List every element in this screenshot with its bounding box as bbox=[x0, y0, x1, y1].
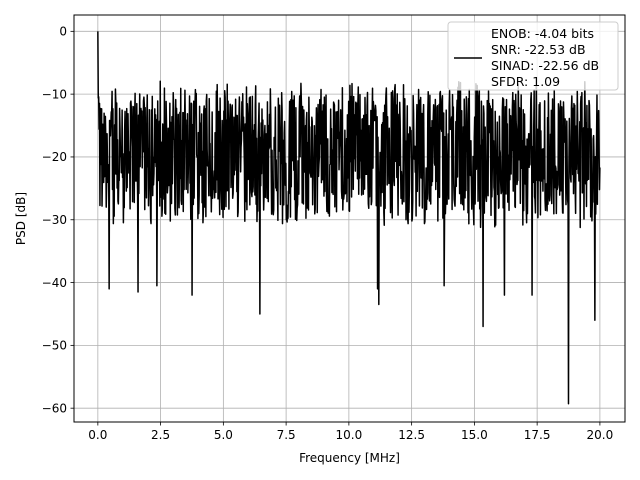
x-tick-label: 17.5 bbox=[524, 428, 551, 442]
legend: ENOB: -4.04 bits SNR: -22.53 dB SINAD: -… bbox=[447, 21, 619, 91]
axes-frame bbox=[73, 14, 626, 423]
x-axis-ticks: 0.0 2.5 5.0 7.5 10.0 12.5 15.0 17.5 20.0 bbox=[88, 422, 613, 442]
y-tick-label: −60 bbox=[42, 401, 67, 415]
y-tick-label: −20 bbox=[42, 150, 67, 164]
x-tick-label: 0.0 bbox=[88, 428, 107, 442]
legend-box bbox=[447, 21, 619, 91]
y-tick-label: −50 bbox=[42, 339, 67, 353]
x-tick-label: 12.5 bbox=[398, 428, 425, 442]
x-tick-label: 7.5 bbox=[277, 428, 296, 442]
x-tick-label: 5.0 bbox=[214, 428, 233, 442]
legend-entry-enob: ENOB: -4.04 bits bbox=[491, 26, 594, 41]
psd-series-line bbox=[97, 31, 601, 405]
legend-entry-sinad: SINAD: -22.56 dB bbox=[491, 58, 599, 73]
y-tick-label: −40 bbox=[42, 276, 67, 290]
x-tick-label: 10.0 bbox=[336, 428, 363, 442]
y-tick-label: 0 bbox=[59, 25, 67, 39]
y-axis-ticks: 0 −10 −20 −30 −40 −50 −60 bbox=[42, 25, 74, 415]
x-axis-label: Frequency [MHz] bbox=[299, 451, 400, 465]
x-tick-label: 20.0 bbox=[587, 428, 614, 442]
x-tick-label: 2.5 bbox=[151, 428, 170, 442]
legend-entry-sfdr: SFDR: 1.09 bbox=[491, 74, 560, 89]
x-tick-label: 15.0 bbox=[461, 428, 488, 442]
plot-area bbox=[97, 31, 601, 405]
y-axis-label: PSD [dB] bbox=[14, 192, 28, 245]
y-tick-label: −10 bbox=[42, 87, 67, 101]
y-tick-label: −30 bbox=[42, 213, 67, 227]
legend-entry-snr: SNR: -22.53 dB bbox=[491, 42, 586, 57]
